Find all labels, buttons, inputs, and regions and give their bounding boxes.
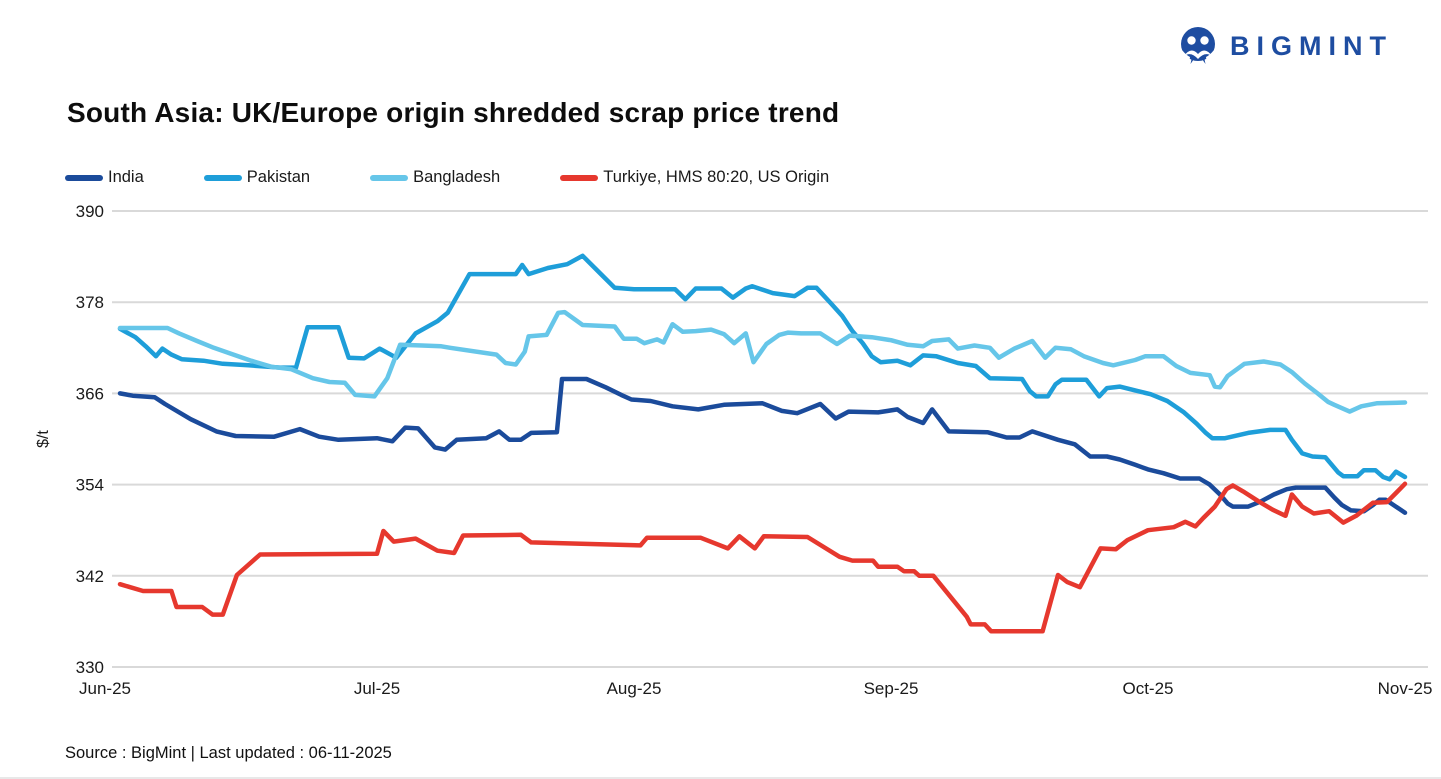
brand-logo: BIGMINT [1176,24,1393,68]
series-line-bangladesh [117,309,1408,414]
legend-item-bangladesh[interactable]: Bangladesh [370,168,500,187]
y-axis-title: $/t [35,430,52,448]
legend-label-bangladesh: Bangladesh [413,168,501,186]
x-tick-label-Jul-25: Jul-25 [354,679,400,698]
page-title: South Asia: UK/Europe origin shredded sc… [67,97,840,128]
y-tick-label-390: 390 [76,202,104,221]
legend-swatch-turkiye [560,174,599,181]
price-trend-chart: 390 378 366 354 342 330 $/t Jun-25 Jul-25 Aug-25 S… [0,196,1441,736]
x-tick-label-Oct-25: Oct-25 [1122,679,1173,698]
bigmint-logo-icon [1176,24,1220,68]
chart-legend: India Pakistan Bangladesh Turkiye, HMS 8… [65,168,829,187]
series-line-pakistan [117,253,1408,482]
chart-svg: 390 378 366 354 342 330 $/t Jun-25 Jul-25 Aug-25 S… [35,202,1433,698]
y-tick-label-354: 354 [76,476,104,495]
x-tick-label-Nov-25: Nov-25 [1378,679,1433,698]
legend-item-turkiye[interactable]: Turkiye, HMS 80:20, US Origin [560,168,829,187]
legend-label-india: India [108,168,144,186]
y-tick-label-330: 330 [76,658,104,677]
x-tick-label-Jun-25: Jun-25 [79,679,131,698]
legend-label-pakistan: Pakistan [246,168,311,186]
legend-swatch-bangladesh [370,174,409,181]
legend-label-turkiye: Turkiye, HMS 80:20, US Origin [603,168,830,186]
legend-item-pakistan[interactable]: Pakistan [203,168,311,187]
x-tick-label-Aug-25: Aug-25 [607,679,662,698]
x-tick-label-Sep-25: Sep-25 [864,679,919,698]
legend-swatch-pakistan [203,174,242,181]
brand-logo-text: BIGMINT [1230,30,1393,61]
source-note: Source : BigMint | Last updated : 06-11-… [65,744,392,762]
y-tick-label-378: 378 [76,293,104,312]
series-line-india [117,376,1408,515]
y-tick-label-366: 366 [76,384,104,403]
y-tick-label-342: 342 [76,567,104,586]
series-line-turkiye-hms-80-20-us-origin [117,481,1408,634]
legend-swatch-india [65,174,103,181]
legend-item-india[interactable]: India [65,168,144,187]
